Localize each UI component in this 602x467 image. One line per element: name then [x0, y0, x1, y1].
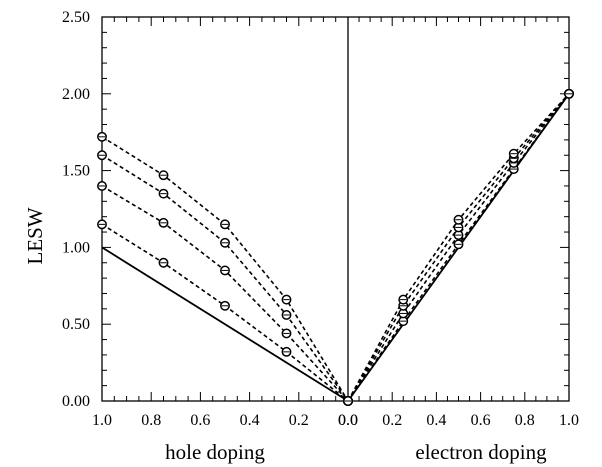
x-tick-label-hole: 0.4	[240, 412, 260, 429]
y-tick-label: 1.50	[62, 163, 90, 180]
x-axis-label-hole: hole doping	[165, 440, 265, 464]
x-tick-label-electron: 0.8	[515, 412, 535, 429]
y-tick-label: 0.50	[62, 316, 90, 333]
x-tick-label-electron: 0.4	[426, 412, 446, 429]
series-lines	[102, 94, 569, 401]
x-tick-label-electron: 0.0	[338, 412, 358, 429]
x-tick-label-electron: 0.6	[471, 412, 491, 429]
x-tick-label-hole: 0.2	[289, 412, 309, 429]
y-tick-label: 1.00	[62, 239, 90, 256]
plot-frame	[102, 17, 569, 401]
tick-labels: 0.00 0.50 1.00 1.50 2.00 2.50 1.0 0.8 0.6 0.4 0.2 0…	[62, 9, 579, 429]
y-tick-label: 2.00	[62, 86, 90, 103]
hole-series-line-3	[102, 186, 348, 401]
hole-series-line-2	[102, 224, 348, 401]
axis-ticks	[102, 17, 569, 401]
x-tick-label-electron: 1.0	[559, 412, 579, 429]
data-markers	[98, 90, 573, 406]
hole-series-line-4	[102, 155, 348, 401]
x-tick-label-electron: 0.2	[382, 412, 402, 429]
x-tick-label-hole: 0.8	[141, 412, 161, 429]
plot-border	[102, 17, 569, 401]
x-tick-label-hole: 0.6	[190, 412, 210, 429]
y-tick-label: 0.00	[62, 393, 90, 410]
y-axis-label: LESW	[23, 207, 47, 264]
y-tick-label: 2.50	[62, 9, 90, 26]
x-tick-label-hole: 1.0	[92, 412, 112, 429]
x-axis-label-electron: electron doping	[415, 440, 547, 464]
